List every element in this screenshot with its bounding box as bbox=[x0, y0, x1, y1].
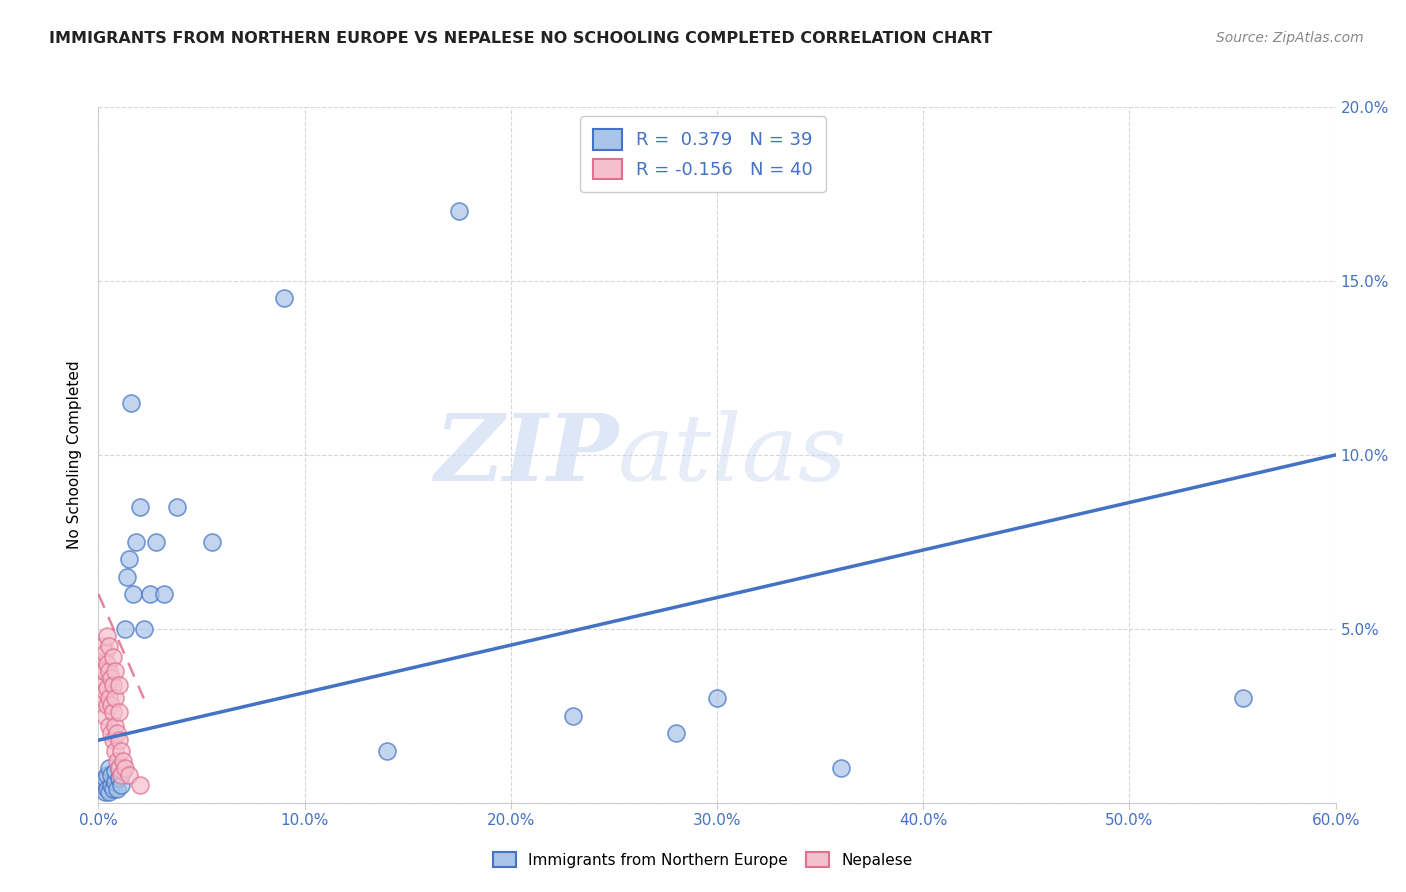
Point bbox=[93, 708, 115, 723]
Point bbox=[830, 761, 852, 775]
Point bbox=[100, 768, 122, 782]
Point bbox=[124, 534, 146, 549]
Point bbox=[110, 778, 132, 792]
Point bbox=[108, 761, 131, 775]
Point bbox=[104, 719, 127, 733]
Point bbox=[665, 726, 688, 740]
Point bbox=[561, 708, 583, 723]
Text: ZIP: ZIP bbox=[434, 410, 619, 500]
Point bbox=[132, 622, 155, 636]
Point bbox=[93, 646, 115, 660]
Point bbox=[105, 754, 128, 768]
Point bbox=[104, 691, 127, 706]
Point bbox=[89, 674, 111, 689]
Text: Source: ZipAtlas.com: Source: ZipAtlas.com bbox=[1216, 31, 1364, 45]
Point bbox=[153, 587, 176, 601]
Point bbox=[101, 677, 124, 691]
Point bbox=[166, 500, 188, 514]
Point bbox=[110, 744, 132, 758]
Text: atlas: atlas bbox=[619, 410, 848, 500]
Y-axis label: No Schooling Completed: No Schooling Completed bbox=[67, 360, 83, 549]
Point bbox=[96, 768, 118, 782]
Point bbox=[97, 639, 120, 653]
Point bbox=[91, 639, 114, 653]
Point bbox=[108, 761, 131, 775]
Point bbox=[118, 768, 141, 782]
Point bbox=[100, 698, 122, 713]
Point bbox=[114, 622, 136, 636]
Point bbox=[89, 657, 111, 671]
Point bbox=[101, 733, 124, 747]
Point bbox=[104, 744, 127, 758]
Point bbox=[706, 691, 728, 706]
Point bbox=[96, 681, 118, 695]
Point bbox=[97, 691, 120, 706]
Point bbox=[1232, 691, 1254, 706]
Point bbox=[96, 781, 118, 796]
Point bbox=[273, 291, 295, 305]
Point bbox=[97, 719, 120, 733]
Point bbox=[108, 677, 131, 691]
Point bbox=[93, 772, 115, 786]
Point bbox=[110, 768, 132, 782]
Point bbox=[139, 587, 162, 601]
Point bbox=[100, 726, 122, 740]
Point bbox=[108, 733, 131, 747]
Legend: R =  0.379   N = 39, R = -0.156   N = 40: R = 0.379 N = 39, R = -0.156 N = 40 bbox=[581, 116, 825, 192]
Point bbox=[122, 587, 145, 601]
Point bbox=[201, 534, 224, 549]
Point bbox=[97, 785, 120, 799]
Point bbox=[101, 781, 124, 796]
Point bbox=[128, 500, 150, 514]
Point bbox=[104, 764, 127, 779]
Point bbox=[104, 664, 127, 678]
Point bbox=[120, 396, 142, 410]
Point bbox=[101, 649, 124, 664]
Legend: Immigrants from Northern Europe, Nepalese: Immigrants from Northern Europe, Nepales… bbox=[485, 844, 921, 875]
Point bbox=[108, 772, 131, 786]
Text: IMMIGRANTS FROM NORTHERN EUROPE VS NEPALESE NO SCHOOLING COMPLETED CORRELATION C: IMMIGRANTS FROM NORTHERN EUROPE VS NEPAL… bbox=[49, 31, 993, 46]
Point bbox=[104, 775, 127, 789]
Point bbox=[96, 698, 118, 713]
Point bbox=[91, 691, 114, 706]
Point bbox=[118, 552, 141, 566]
Point bbox=[108, 706, 131, 720]
Point bbox=[101, 706, 124, 720]
Point bbox=[93, 684, 115, 698]
Point bbox=[105, 781, 128, 796]
Point bbox=[128, 778, 150, 792]
Point bbox=[145, 534, 167, 549]
Point bbox=[93, 664, 115, 678]
Point bbox=[449, 204, 471, 219]
Point bbox=[375, 744, 398, 758]
Point bbox=[97, 664, 120, 678]
Point bbox=[100, 778, 122, 792]
Point bbox=[114, 761, 136, 775]
Point bbox=[105, 726, 128, 740]
Point bbox=[112, 764, 135, 779]
Point bbox=[89, 778, 111, 792]
Point bbox=[100, 671, 122, 685]
Point bbox=[93, 785, 115, 799]
Point bbox=[91, 664, 114, 678]
Point bbox=[112, 754, 135, 768]
Point bbox=[91, 775, 114, 789]
Point bbox=[96, 657, 118, 671]
Point bbox=[117, 570, 139, 584]
Point bbox=[96, 629, 118, 643]
Point bbox=[97, 761, 120, 775]
